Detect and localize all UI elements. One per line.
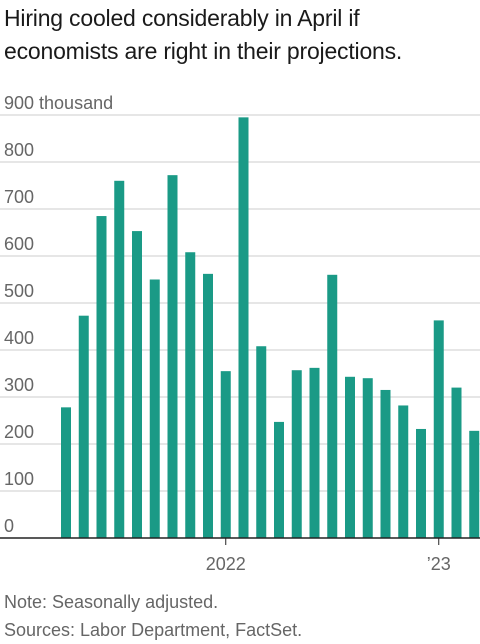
bar (469, 430, 480, 538)
y-tick-label: 100 (4, 469, 34, 489)
bar (167, 175, 178, 538)
bar (380, 389, 391, 538)
y-tick-label: 800 (4, 140, 34, 160)
x-tick-label: 2022 (206, 554, 246, 574)
bar (185, 252, 196, 539)
bar (220, 371, 231, 538)
y-tick-label: 300 (4, 375, 34, 395)
y-tick-label: 600 (4, 234, 34, 254)
bar (114, 180, 125, 539)
sources-text: Sources: Labor Department, FactSet. (4, 620, 303, 640)
y-tick-label: 700 (4, 187, 34, 207)
bar (132, 231, 142, 538)
bar (149, 279, 160, 538)
y-axis-labels: 0 100 200 300 400 500 600 700 800 900 thousand (4, 93, 113, 536)
bar (398, 405, 409, 538)
footnotes: Note: Seasonally adjusted. Sources: Labo… (4, 588, 302, 644)
bar (61, 407, 71, 538)
bar (78, 315, 89, 538)
x-axis: 2022 ’23 (0, 537, 480, 574)
bar (203, 273, 213, 538)
bar (327, 274, 338, 538)
note-text: Note: Seasonally adjusted. (4, 592, 219, 612)
bar (274, 421, 284, 538)
bar (451, 387, 462, 538)
bars (61, 117, 480, 539)
hiring-bar-chart: 0 100 200 300 400 500 600 700 800 900 thousand 20… (0, 93, 480, 574)
bar (416, 428, 426, 538)
y-tick-label: 0 (4, 516, 14, 536)
bar (291, 370, 302, 538)
y-tick-label: 200 (4, 422, 34, 442)
bar (433, 320, 444, 538)
bar (256, 346, 267, 538)
y-tick-label: 400 (4, 328, 34, 348)
bar (345, 376, 355, 538)
bar (96, 216, 107, 539)
bar (362, 378, 373, 538)
y-tick-label: 900 thousand (4, 93, 113, 113)
y-tick-label: 500 (4, 281, 34, 301)
bar (309, 367, 320, 538)
bar (238, 117, 249, 538)
x-tick-label: ’23 (427, 554, 451, 574)
chart-title: Hiring cooled considerably in April if e… (4, 5, 403, 64)
